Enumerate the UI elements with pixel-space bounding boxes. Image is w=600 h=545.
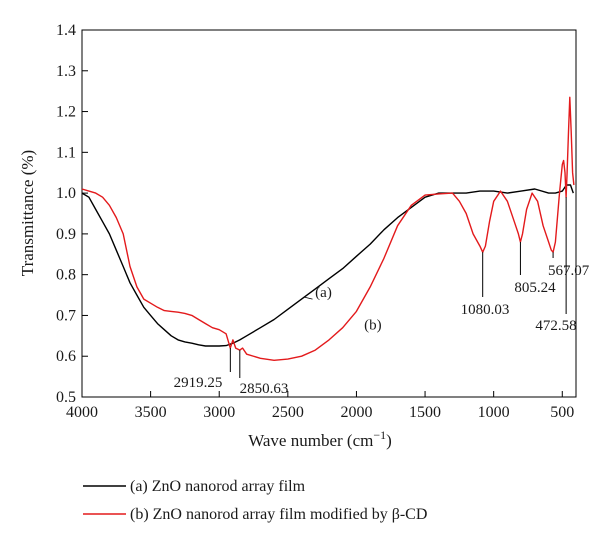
x-tick-label: 3500: [135, 404, 167, 421]
x-tick-label: 2000: [340, 404, 372, 421]
y-tick-label: 1.3: [56, 63, 76, 80]
x-axis-title: Wave number (cm−1): [248, 428, 392, 450]
y-tick-label: 0.8: [56, 267, 76, 284]
plot-frame: [81, 29, 577, 398]
peak-label: 1080.03: [461, 302, 510, 318]
series-line-a: [81, 184, 574, 347]
curve-label-b: (b): [364, 318, 382, 334]
peak-label: 2850.63: [240, 381, 289, 397]
x-tick-label: 2500: [272, 404, 304, 421]
y-tick-label: 0.5: [56, 389, 76, 406]
y-axis-title: Transmittance (%): [18, 150, 37, 276]
series-layer: (a) (b): [81, 96, 575, 361]
y-tick-label: 1.1: [56, 144, 76, 161]
y-tick-label: 1.2: [56, 104, 76, 121]
x-axis-title-superscript: −1: [373, 428, 386, 442]
x-axis-ticks: 4000 3500 3000 2500 2000 1500 1000 500: [66, 391, 574, 421]
curve-label-a-leader: [304, 296, 313, 300]
y-tick-label: 1.4: [56, 22, 76, 39]
y-tick-label: 0.6: [56, 348, 76, 365]
peak-label: 567.07: [548, 263, 590, 279]
legend: (a) ZnO nanorod array film (b) ZnO nanor…: [83, 478, 427, 523]
peak-label: 472.58: [535, 318, 576, 334]
x-tick-label: 3000: [203, 404, 235, 421]
peak-label: 805.24: [514, 280, 556, 296]
curve-label-a: (a): [315, 285, 332, 301]
series-line-b: [81, 96, 575, 361]
legend-label-a: (a) ZnO nanorod array film: [130, 478, 306, 495]
x-tick-label: 1000: [478, 404, 510, 421]
legend-label-b: (b) ZnO nanorod array film modified by β…: [130, 506, 427, 523]
peak-label: 2919.25: [174, 375, 223, 391]
x-tick-label: 1500: [409, 404, 441, 421]
x-tick-label: 500: [550, 404, 574, 421]
x-axis-title-close: ): [386, 431, 392, 450]
y-tick-label: 0.9: [56, 226, 76, 243]
y-axis-ticks: 0.5 0.6 0.7 0.8 0.9 1.0 1.1 1.2 1.3 1.4: [56, 22, 88, 406]
y-tick-label: 0.7: [56, 307, 76, 324]
y-tick-label: 1.0: [56, 185, 76, 202]
x-tick-label: 4000: [66, 404, 98, 421]
